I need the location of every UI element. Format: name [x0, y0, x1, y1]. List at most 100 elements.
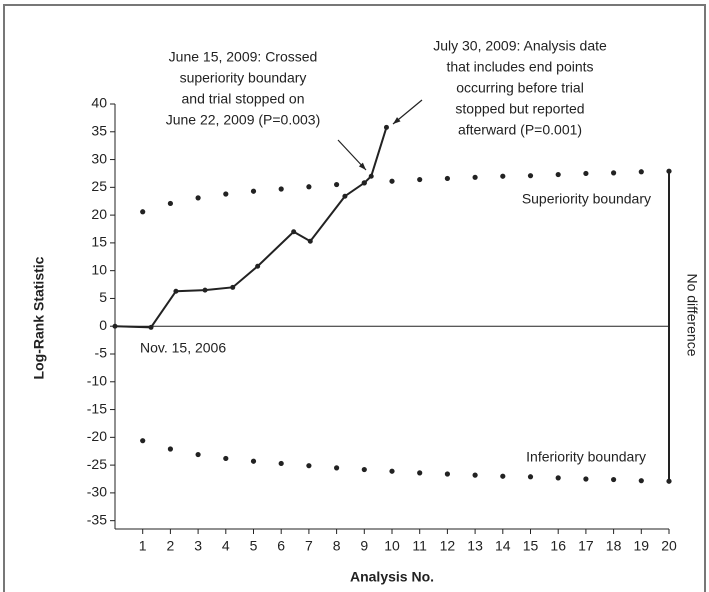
y-tick-label: -35 [87, 511, 107, 527]
boundary-dot [278, 186, 284, 192]
annotation: afterward (P=0.001) [458, 122, 582, 138]
boundary-dot [361, 180, 367, 186]
boundary-dot [306, 184, 312, 190]
x-tick-label: 20 [661, 538, 677, 554]
boundary-dot [611, 170, 617, 176]
boundary-dot [555, 171, 561, 178]
annotation: June 15, 2009: Crossed [169, 49, 318, 65]
boundary-dot [555, 475, 561, 481]
y-tick-label: -20 [87, 428, 107, 444]
y-tick-label: -15 [87, 400, 107, 416]
stat-point [291, 229, 297, 235]
boundary-dot [306, 463, 312, 469]
stat-point [173, 288, 179, 294]
boundary-dot [195, 451, 201, 458]
annotation: stopped but reported [455, 101, 584, 117]
boundary-dot [278, 460, 284, 467]
x-tick-label: 6 [277, 538, 285, 554]
stat-point [383, 124, 389, 130]
annotation: that includes end points [446, 59, 593, 75]
y-tick-label: 5 [99, 289, 107, 305]
arrow-head [393, 117, 401, 124]
stat-point [112, 323, 118, 329]
boundary-dot [638, 478, 644, 484]
boundary-dot [611, 476, 617, 483]
y-tick-label: 30 [91, 150, 107, 166]
boundary-dot [195, 195, 201, 201]
y-tick-label: 40 [91, 95, 107, 111]
x-tick-label: 7 [305, 538, 313, 554]
boundary-dot [334, 181, 340, 188]
boundary-dot [389, 178, 395, 184]
arrow-head [358, 162, 366, 170]
boundary-dot [527, 474, 534, 480]
stat-point [148, 324, 154, 330]
stat-point [342, 193, 348, 199]
boundary-dot [334, 465, 340, 471]
boundary-dot [444, 471, 450, 477]
x-tick-label: 15 [523, 538, 539, 554]
boundary-dot [638, 169, 644, 175]
x-tick-label: 5 [250, 538, 258, 554]
x-tick-label: 10 [384, 538, 400, 554]
annotation: superiority boundary [180, 70, 307, 86]
boundary-dot [361, 466, 367, 473]
y-tick-label: -25 [87, 456, 107, 472]
y-tick-label: 10 [91, 261, 107, 277]
boundary-dot [583, 476, 589, 482]
y-tick-label: -30 [87, 484, 107, 500]
y-tick-label: 0 [99, 317, 107, 333]
annotation: occurring before trial [456, 80, 584, 96]
boundary-dot [500, 173, 506, 179]
annotation: July 30, 2009: Analysis date [433, 38, 607, 54]
boundary-dot [167, 446, 173, 452]
boundary-dot [223, 191, 229, 197]
x-tick-label: 18 [606, 538, 622, 554]
boundary-dot [527, 173, 534, 179]
boundary-dot [389, 468, 395, 474]
x-tick-label: 11 [412, 538, 427, 554]
x-tick-label: 12 [440, 538, 456, 554]
annotation: and trial stopped on [182, 91, 305, 107]
y-tick-label: -10 [87, 372, 107, 388]
annotation: June 22, 2009 (P=0.003) [166, 112, 321, 128]
x-tick-label: 17 [578, 538, 594, 554]
stat-line [114, 127, 388, 329]
stat-point [368, 173, 374, 179]
stat-point [307, 238, 313, 244]
stat-point [255, 263, 261, 269]
x-tick-label: 9 [360, 538, 368, 554]
x-tick-label: 4 [222, 538, 230, 554]
y-tick-label: 35 [91, 122, 107, 138]
x-tick-label: 3 [194, 538, 202, 554]
boundary-label: Inferiority boundary [526, 449, 646, 465]
y-tick-label: 20 [91, 206, 107, 222]
x-tick-label: 2 [167, 538, 175, 554]
y-tick-label: 25 [91, 178, 107, 194]
boundary-dot [444, 175, 450, 182]
boundary-dot [167, 200, 173, 207]
x-tick-label: 13 [467, 538, 483, 554]
vline-label: No difference [684, 273, 700, 356]
annotation: Nov. 15, 2006 [140, 340, 226, 356]
x-tick-label: 1 [139, 538, 147, 554]
y-tick-label: 15 [91, 234, 107, 250]
x-axis-label: Analysis No. [350, 569, 434, 585]
x-tick-label: 16 [550, 538, 566, 554]
boundary-label: Superiority boundary [522, 191, 651, 207]
y-tick-label: -5 [95, 345, 108, 361]
x-tick-label: 19 [634, 538, 650, 554]
y-axis-label: Log-Rank Statistic [31, 256, 47, 379]
x-tick-label: 8 [333, 538, 341, 554]
frame [3, 4, 706, 592]
boundary-dot [583, 170, 589, 177]
boundary-dot [472, 472, 478, 478]
boundary-dot [140, 438, 146, 444]
boundary-dot [223, 455, 229, 462]
boundary-dot [140, 209, 146, 215]
boundary-dot [250, 458, 257, 464]
boundary-dot [417, 176, 423, 183]
stat-point [202, 287, 208, 293]
